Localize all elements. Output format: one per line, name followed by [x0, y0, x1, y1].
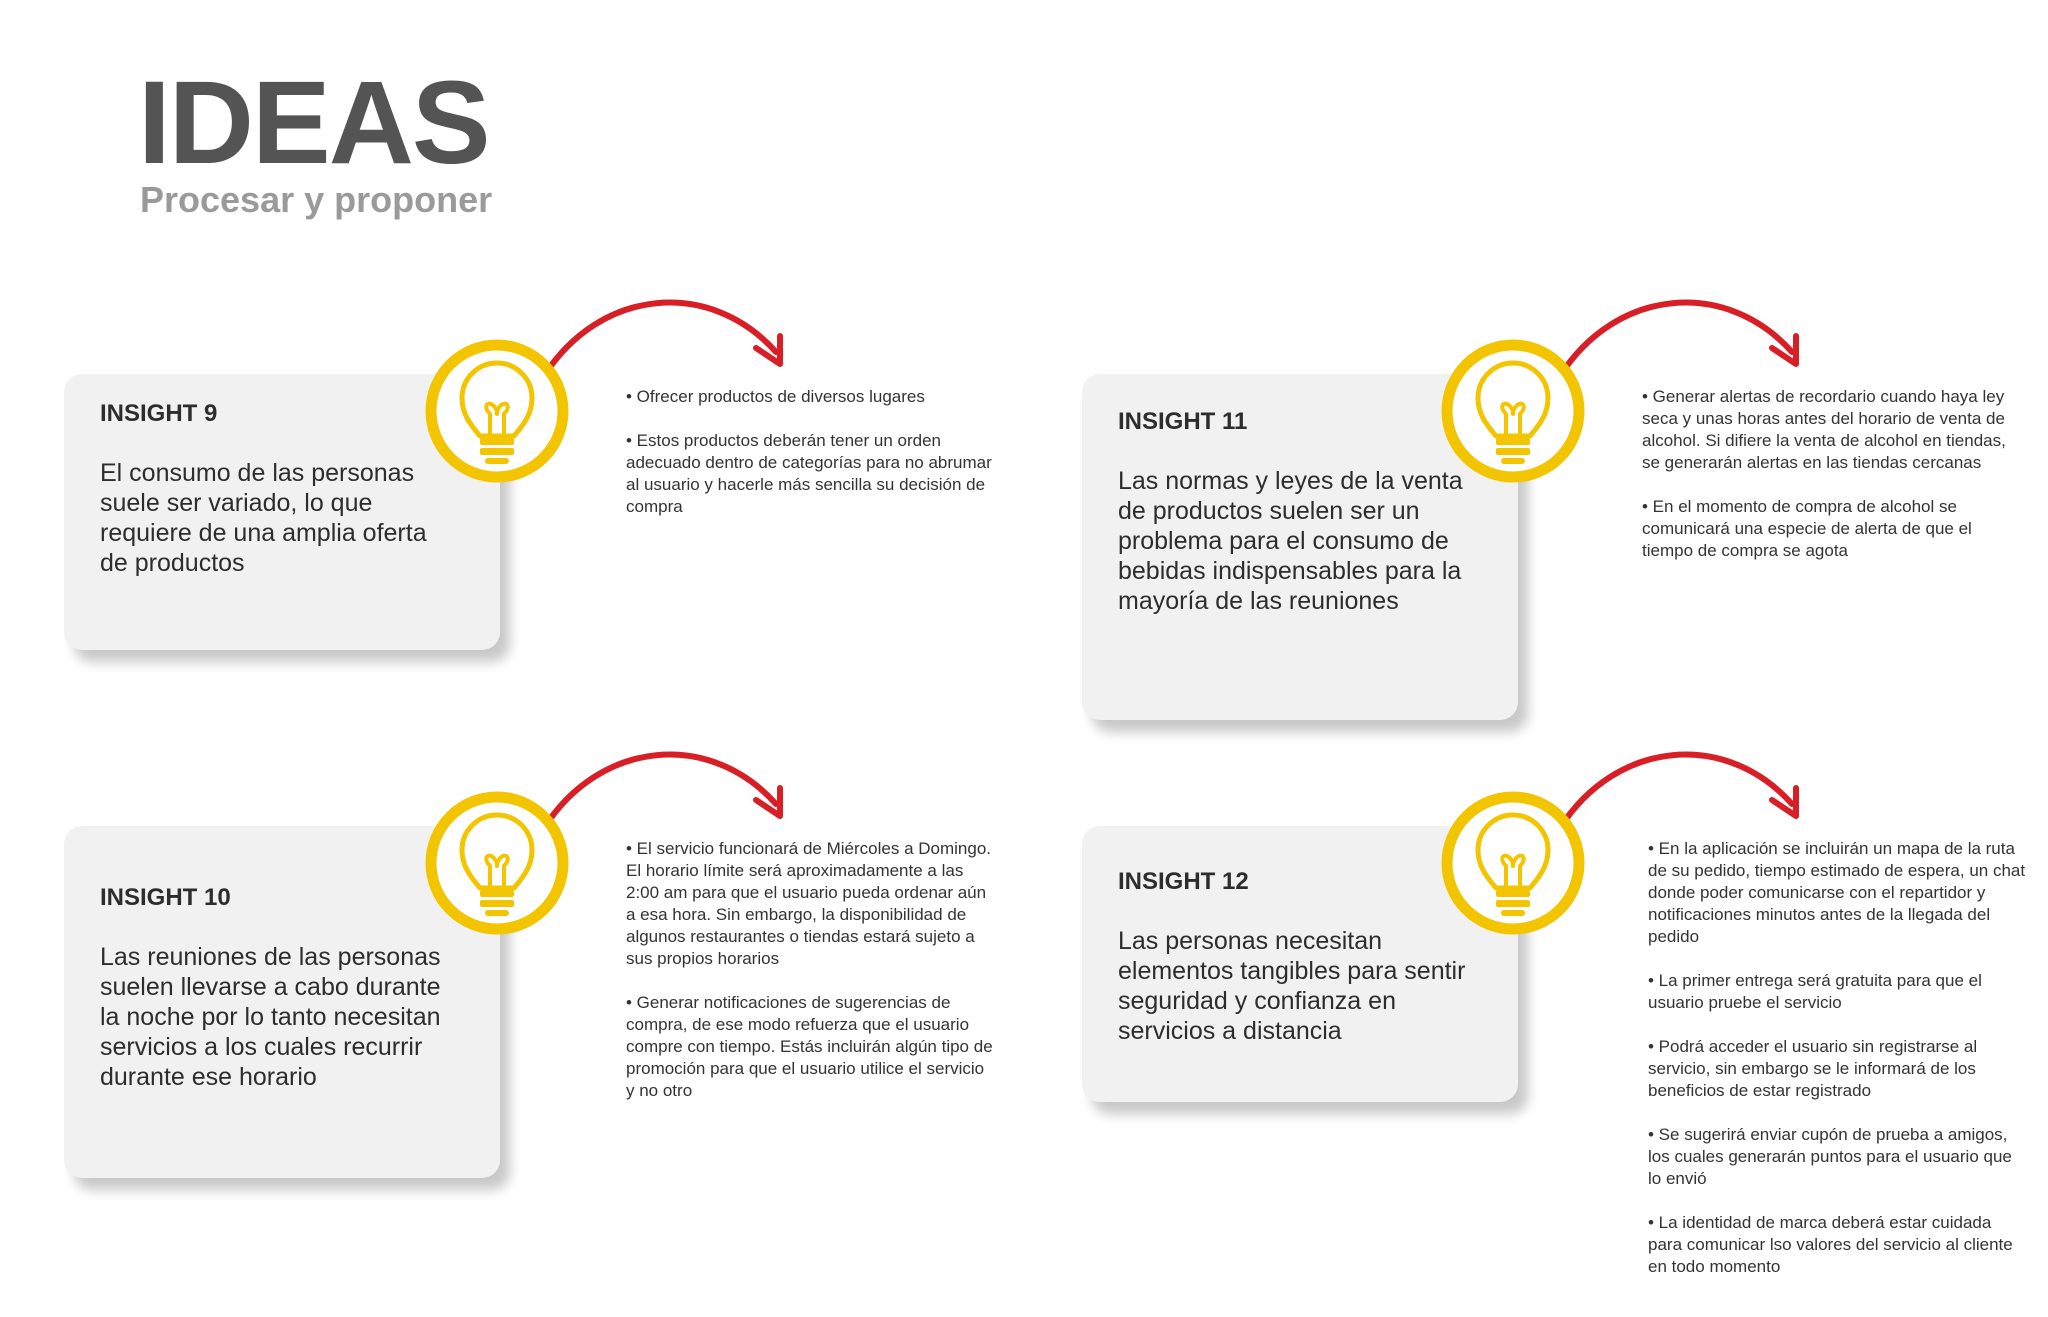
- curved-arrow-icon: [540, 740, 790, 850]
- insight-text: Las personas necesitan elementos tangibl…: [1118, 927, 1466, 1045]
- insight-title: INSIGHT 10: [100, 884, 231, 911]
- ideas-list-10: • El servicio funcionará de Miércoles a …: [626, 838, 996, 1124]
- idea-item: • Se sugerirá enviar cupón de prueba a a…: [1648, 1125, 2012, 1188]
- ideas-list-12: • En la aplicación se incluirán un mapa …: [1648, 838, 2028, 1300]
- insight-title: INSIGHT 12: [1118, 868, 1249, 895]
- insight-title: INSIGHT 11: [1118, 408, 1248, 435]
- insight-text: Las reuniones de las personas suelen lle…: [100, 943, 441, 1091]
- idea-item: • Generar alertas de recordario cuando h…: [1642, 387, 2006, 472]
- curved-arrow-icon: [540, 288, 790, 398]
- lightbulb-icon: [424, 790, 570, 936]
- insight-text: El consumo de las personas suele ser var…: [100, 459, 427, 577]
- ideas-list-9: • Ofrecer productos de diversos lugares …: [626, 386, 996, 540]
- idea-item: • Estos productos deberán tener un orden…: [626, 431, 992, 516]
- idea-item: • Ofrecer productos de diversos lugares: [626, 387, 925, 406]
- curved-arrow-icon: [1556, 288, 1806, 398]
- idea-item: • Podrá acceder el usuario sin registrar…: [1648, 1037, 1978, 1100]
- lightbulb-icon: [424, 338, 570, 484]
- lightbulb-icon: [1440, 790, 1586, 936]
- ideas-list-11: • Generar alertas de recordario cuando h…: [1642, 386, 2022, 584]
- idea-item: • El servicio funcionará de Miércoles a …: [626, 839, 992, 968]
- page-subtitle: Procesar y proponer: [140, 179, 493, 220]
- idea-item: • La identidad de marca deberá estar cui…: [1648, 1213, 2013, 1276]
- idea-item: • En la aplicación se incluirán un mapa …: [1648, 839, 2026, 946]
- insight-card-10: INSIGHT 10 Las reuniones de las personas…: [64, 826, 500, 1178]
- insight-card-12: INSIGHT 12 Las personas necesitan elemen…: [1082, 826, 1518, 1102]
- insight-title: INSIGHT 9: [100, 400, 218, 427]
- idea-item: • La primer entrega será gratuita para q…: [1648, 971, 1982, 1012]
- insight-text: Las normas y leyes de la venta de produc…: [1118, 467, 1463, 615]
- lightbulb-icon: [1440, 338, 1586, 484]
- idea-item: • En el momento de compra de alcohol se …: [1642, 497, 1972, 560]
- idea-item: • Generar notificaciones de sugerencias …: [626, 993, 993, 1100]
- page-title: IDEAS: [138, 57, 491, 189]
- curved-arrow-icon: [1556, 740, 1806, 850]
